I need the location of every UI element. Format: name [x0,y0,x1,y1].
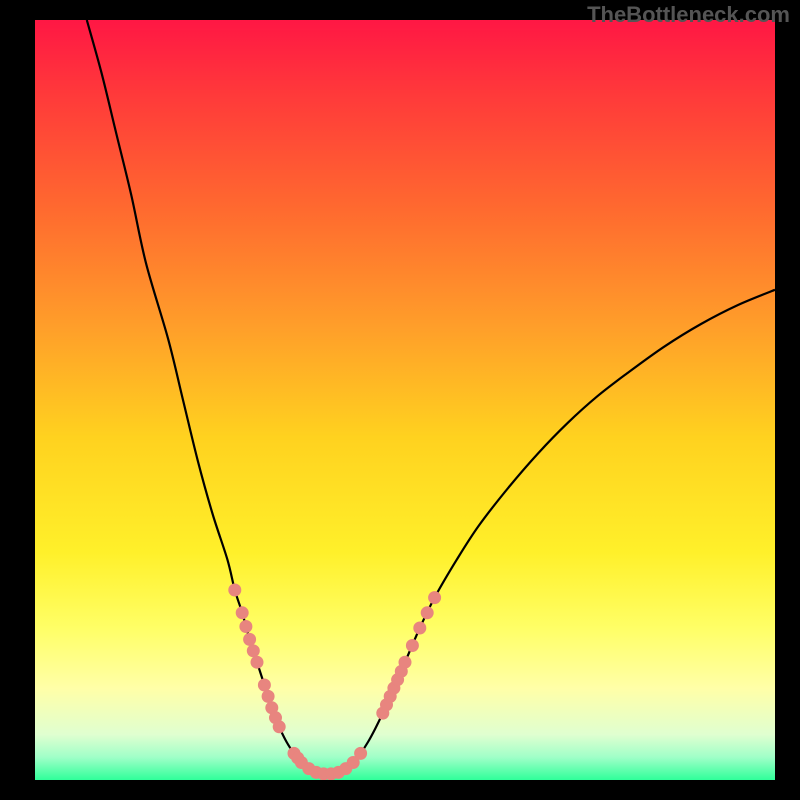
data-marker [236,607,248,619]
data-marker [240,620,252,632]
data-marker [258,679,270,691]
data-marker [273,721,285,733]
data-marker [421,607,433,619]
data-marker [406,639,418,651]
data-marker [399,656,411,668]
chart-container: TheBottleneck.com [0,0,800,800]
data-marker [355,747,367,759]
watermark-label: TheBottleneck.com [587,2,790,28]
data-marker [429,592,441,604]
data-marker [247,645,259,657]
data-marker [251,656,263,668]
data-marker [244,633,256,645]
bottleneck-curve-chart [0,0,800,800]
data-marker [414,622,426,634]
data-marker [229,584,241,596]
data-marker [262,690,274,702]
